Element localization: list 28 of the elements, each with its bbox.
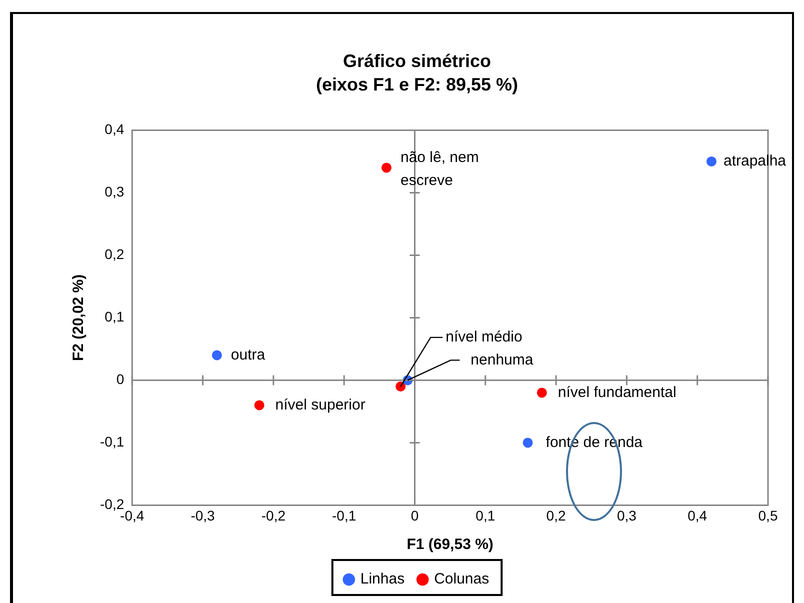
annotation: nível superior (275, 396, 366, 414)
x-tick-label: -0,2 (261, 507, 286, 524)
x-tick-label: 0,4 (688, 507, 708, 524)
annotation: não lê, nem escreve (400, 148, 479, 189)
x-tick-label: 0,2 (546, 507, 566, 524)
x-tick-label: 0 (410, 507, 419, 524)
chart-subtitle: (eixos F1 e F2: 89,55 %) (316, 74, 518, 94)
x-tick-label: 0,3 (616, 507, 637, 524)
x-tick-label: 0,5 (758, 507, 778, 524)
legend-label: Colunas (434, 570, 490, 588)
chart-title: Gráfico simétrico (342, 50, 492, 71)
x-axis-title: F1 (69,53 %) (406, 536, 494, 554)
y-tick-label: 0,4 (104, 121, 124, 138)
annotation: atrapalha (723, 152, 787, 170)
legend-label: Linhas (360, 570, 405, 588)
annotation: outra (230, 346, 266, 364)
y-axis-title: F2 (20,02 %) (70, 274, 88, 362)
x-tick-label: -0,3 (190, 507, 216, 524)
y-tick-label: 0,1 (104, 308, 124, 325)
y-tick-label: -0,1 (100, 434, 124, 450)
annotation: nível fundamental (558, 384, 676, 401)
y-tick-label: 0,2 (104, 246, 124, 262)
annotation: nível médio (446, 328, 522, 346)
annotation: nenhuma (470, 351, 534, 368)
y-tick-label: 0,3 (104, 184, 124, 200)
x-tick-label: -0,1 (332, 507, 356, 524)
x-tick-label: 0,1 (476, 507, 496, 524)
y-tick-label: 0 (116, 371, 124, 388)
